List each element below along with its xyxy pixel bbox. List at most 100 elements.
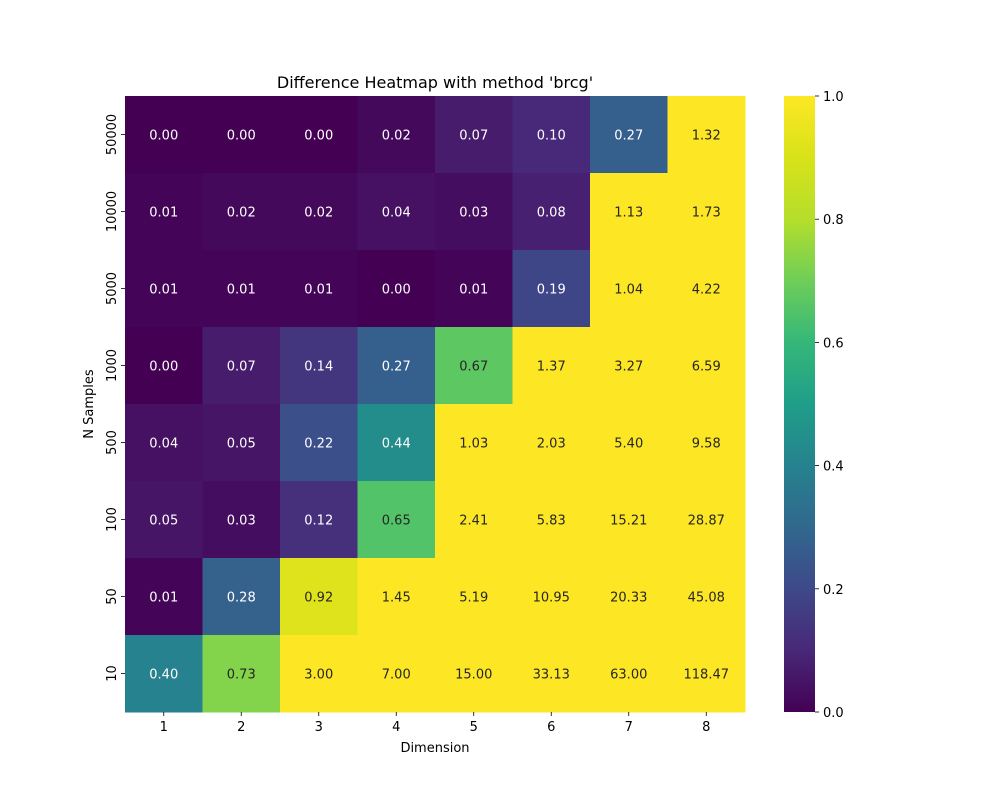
heatmap-cell-r2-c6 [590,250,668,328]
cell-value-label-r0-c3: 0.02 [382,129,411,144]
x-axis-label: Dimension [400,741,469,756]
cell-value-label-r5-c3: 0.65 [382,514,411,529]
cell-value-label-r3-c0: 0.00 [149,360,178,375]
y-tick-label-4: 500 [105,430,120,455]
heatmap-cell-r4-c2 [280,404,358,482]
heatmap-cell-r3-c7 [667,327,746,405]
x-axis: 1 2 3 4 5 6 7 8 [160,712,710,735]
y-tick-label-7: 10 [105,665,120,682]
cell-value-label-r6-c6: 20.33 [610,591,647,606]
cell-value-label-r6-c3: 1.45 [382,591,411,606]
heatmap-cell-r4-c1 [202,404,281,482]
cell-value-label-r4-c2: 0.22 [304,437,333,452]
cell-value-label-r7-c6: 63.00 [610,668,647,683]
cell-value-label-r1-c1: 0.02 [227,206,256,221]
y-tick-label-2: 5000 [105,272,120,305]
heatmap-cell-r7-c2 [280,635,358,713]
cell-value-label-r3-c1: 0.07 [227,360,256,375]
cell-value-label-r5-c5: 5.83 [537,514,566,529]
y-axis: 50000 10000 5000 1000 500 100 50 10 [105,114,125,682]
heatmap-cell-r7-c5 [512,635,591,713]
x-tick-label-7: 8 [702,720,710,735]
colorbar-ticks: 0.0 0.2 0.4 0.6 0.8 1.0 [815,90,844,721]
x-tick-label-3: 4 [392,720,400,735]
cell-value-label-r6-c2: 0.92 [304,591,333,606]
cell-value-label-r5-c7: 28.87 [688,514,725,529]
cell-value-label-r3-c2: 0.14 [304,360,333,375]
heatmap-cell-r1-c4 [435,173,513,251]
heatmap-cell-r3-c2 [280,327,358,405]
y-tick-label-6: 50 [105,588,120,605]
chart-title: Difference Heatmap with method 'brcg' [277,73,593,92]
heatmap-cell-r0-c5 [512,96,591,174]
heatmap-cell-r1-c0 [125,173,203,251]
y-tick-label-0: 50000 [105,114,120,155]
cell-value-label-r0-c7: 1.32 [692,129,721,144]
x-tick-label-0: 1 [160,720,168,735]
colorbar-tick-label-0: 0.0 [823,706,844,721]
x-tick-label-6: 7 [625,720,633,735]
cell-value-label-r5-c4: 2.41 [459,514,488,529]
colorbar-gradient [784,96,815,712]
cell-value-label-r0-c6: 0.27 [614,129,643,144]
heatmap-cell-r4-c3 [357,404,436,482]
heatmap-cell-r0-c3 [357,96,436,174]
cell-value-label-r1-c7: 1.73 [692,206,721,221]
heatmap-cell-r7-c1 [202,635,281,713]
cell-value-label-r2-c2: 0.01 [304,283,333,298]
cell-value-label-r2-c6: 1.04 [614,283,643,298]
heatmap-cell-r1-c5 [512,173,591,251]
heatmap-cell-r2-c5 [512,250,591,328]
cell-value-label-r7-c7: 118.47 [684,668,730,683]
heatmap-cell-r3-c3 [357,327,436,405]
cell-value-label-r7-c3: 7.00 [382,668,411,683]
cell-value-label-r2-c7: 4.22 [692,283,721,298]
heatmap-cell-r4-c4 [435,404,513,482]
cell-value-label-r2-c5: 0.19 [537,283,566,298]
y-tick-label-5: 100 [105,507,120,532]
cell-value-label-r3-c6: 3.27 [614,360,643,375]
cell-value-label-r0-c1: 0.00 [227,129,256,144]
cell-value-label-r3-c4: 0.67 [459,360,488,375]
heatmap-cell-r2-c2 [280,250,358,328]
cell-value-label-r1-c0: 0.01 [149,206,178,221]
y-tick-label-1: 10000 [105,191,120,232]
heatmap-cell-r0-c0 [125,96,203,174]
heatmap-cell-r1-c1 [202,173,281,251]
heatmap-cell-r7-c4 [435,635,513,713]
heatmap-cell-r6-c1 [202,558,281,636]
heatmap-cell-r6-c7 [667,558,746,636]
cell-value-label-r4-c6: 5.40 [614,437,643,452]
heatmap-cells [125,96,746,713]
heatmap-cell-r2-c1 [202,250,281,328]
heatmap-cell-r3-c6 [590,327,668,405]
heatmap-cell-r5-c0 [125,481,203,559]
heatmap-cell-r1-c7 [667,173,746,251]
x-tick-label-5: 6 [547,720,555,735]
heatmap-cell-r4-c0 [125,404,203,482]
heatmap-cell-r2-c0 [125,250,203,328]
cell-value-label-r3-c3: 0.27 [382,360,411,375]
cell-value-label-r7-c0: 0.40 [149,668,178,683]
colorbar-tick-label-4: 0.8 [823,213,844,228]
cell-value-label-r1-c6: 1.13 [614,206,643,221]
cell-value-label-r3-c5: 1.37 [537,360,566,375]
heatmap-cell-r3-c4 [435,327,513,405]
heatmap-cell-r6-c0 [125,558,203,636]
heatmap-cell-r1-c6 [590,173,668,251]
cell-value-label-r1-c5: 0.08 [537,206,566,221]
cell-value-label-r6-c1: 0.28 [227,591,256,606]
cell-value-label-r2-c4: 0.01 [459,283,488,298]
cell-value-label-r4-c4: 1.03 [459,437,488,452]
cell-value-label-r5-c0: 0.05 [149,514,178,529]
heatmap-cell-r3-c0 [125,327,203,405]
colorbar: 0.0 0.2 0.4 0.6 0.8 1.0 [784,90,844,721]
cell-value-label-r6-c5: 10.95 [533,591,570,606]
colorbar-tick-label-2: 0.4 [823,460,844,475]
heatmap-cell-r0-c2 [280,96,358,174]
heatmap-cell-r5-c5 [512,481,591,559]
heatmap-cell-r0-c1 [202,96,281,174]
cell-value-label-r1-c2: 0.02 [304,206,333,221]
